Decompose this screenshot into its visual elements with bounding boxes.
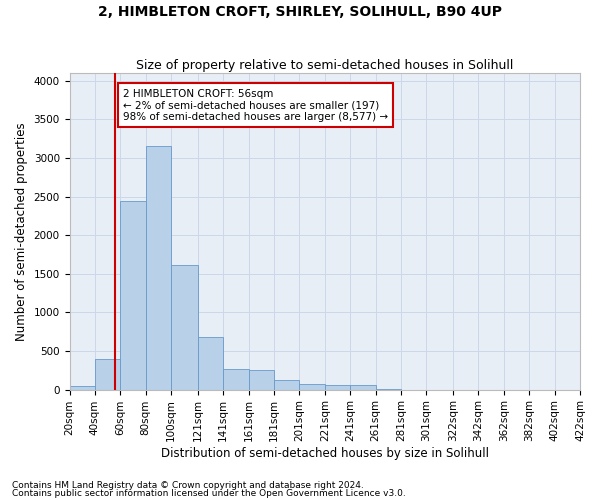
- Bar: [299, 384, 325, 390]
- Bar: [248, 370, 274, 390]
- Bar: [325, 385, 350, 390]
- Text: 2, HIMBLETON CROFT, SHIRLEY, SOLIHULL, B90 4UP: 2, HIMBLETON CROFT, SHIRLEY, SOLIHULL, B…: [98, 5, 502, 19]
- Bar: [146, 146, 171, 390]
- Bar: [95, 358, 121, 390]
- Bar: [274, 380, 299, 390]
- Text: Contains HM Land Registry data © Crown copyright and database right 2024.: Contains HM Land Registry data © Crown c…: [12, 481, 364, 490]
- Bar: [70, 386, 95, 390]
- Y-axis label: Number of semi-detached properties: Number of semi-detached properties: [15, 122, 28, 340]
- Bar: [223, 369, 248, 390]
- Bar: [198, 337, 223, 390]
- Bar: [350, 385, 376, 390]
- Title: Size of property relative to semi-detached houses in Solihull: Size of property relative to semi-detach…: [136, 59, 514, 72]
- X-axis label: Distribution of semi-detached houses by size in Solihull: Distribution of semi-detached houses by …: [161, 447, 489, 460]
- Bar: [121, 200, 146, 390]
- Bar: [171, 264, 198, 390]
- Text: 2 HIMBLETON CROFT: 56sqm
← 2% of semi-detached houses are smaller (197)
98% of s: 2 HIMBLETON CROFT: 56sqm ← 2% of semi-de…: [123, 88, 388, 122]
- Text: Contains public sector information licensed under the Open Government Licence v3: Contains public sector information licen…: [12, 488, 406, 498]
